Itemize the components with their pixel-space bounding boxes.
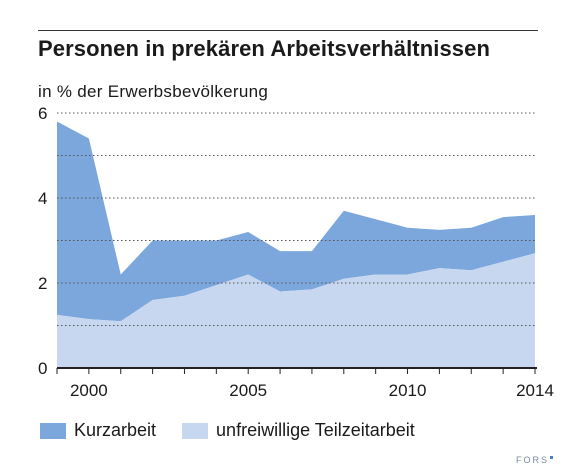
source-logo: FORS xyxy=(516,455,553,465)
legend-swatch-kurzarbeit xyxy=(40,422,66,439)
series-teilzeit-area xyxy=(57,253,535,368)
series-kurzarbeit-area xyxy=(57,121,535,322)
y-tick-label: 0 xyxy=(38,359,47,378)
y-tick-label: 2 xyxy=(38,274,47,293)
chart-subtitle: in % der Erwerbsbevölkerung xyxy=(38,82,269,101)
legend-item-teilzeit: unfreiwillige Teilzeitarbeit xyxy=(182,420,415,441)
x-tick-label: 2014 xyxy=(516,381,554,400)
source-logo-dot xyxy=(550,456,553,459)
x-tick-label: 2005 xyxy=(229,381,267,400)
x-tick-label: 2000 xyxy=(70,381,108,400)
top-rule xyxy=(38,30,538,31)
x-tick-label: 2010 xyxy=(389,381,427,400)
legend-label-teilzeit: unfreiwillige Teilzeitarbeit xyxy=(216,420,415,440)
legend-swatch-teilzeit xyxy=(182,422,209,439)
y-tick-label: 4 xyxy=(38,189,47,208)
legend-label-kurzarbeit: Kurzarbeit xyxy=(74,420,157,440)
source-text: FORS xyxy=(515,455,549,465)
y-tick-label: 6 xyxy=(38,104,47,123)
chart-title: Personen in prekären Arbeitsverhältnisse… xyxy=(38,36,491,61)
legend: Kurzarbeit unfreiwillige Teilzeitarbeit xyxy=(40,420,441,441)
legend-item-kurzarbeit: Kurzarbeit xyxy=(40,420,156,441)
